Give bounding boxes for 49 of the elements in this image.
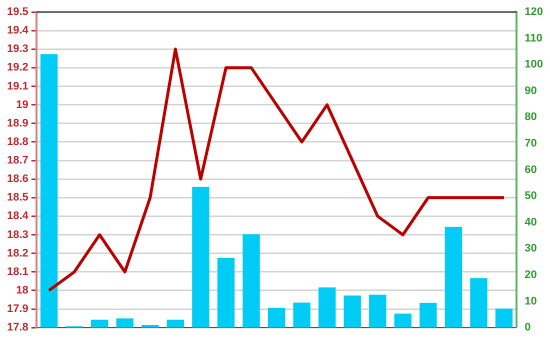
bar (369, 294, 386, 328)
y-tick-label: 18.7 (6, 154, 28, 167)
bar (293, 302, 310, 328)
y-tick-label: 19.2 (6, 62, 28, 74)
y2-tick-label: 30 (524, 242, 537, 255)
bar (217, 258, 235, 328)
bar (242, 234, 260, 328)
y-tick-label: 19 (16, 98, 28, 111)
bar (420, 302, 437, 328)
bar (192, 186, 210, 328)
y-tick-label: 18.5 (6, 192, 28, 204)
bar (40, 54, 58, 328)
bar (166, 320, 184, 328)
y-tick-label: 18.9 (6, 117, 28, 130)
y2-tick-label: 20 (524, 269, 537, 282)
y-tick-label: 18.3 (6, 228, 28, 241)
y2-tick-label: 40 (524, 216, 537, 228)
bar (495, 308, 513, 328)
bar (470, 278, 488, 328)
bar (268, 308, 286, 328)
bar (91, 320, 108, 328)
bar (394, 314, 412, 328)
y-tick-label: 18.4 (6, 210, 30, 222)
bar (318, 287, 336, 328)
bar (116, 318, 134, 328)
y-tick-label: 18.8 (6, 136, 28, 148)
y2-tick-label: 80 (524, 111, 537, 124)
y2-tick-label: 100 (524, 58, 544, 71)
y-tick-label: 18.2 (6, 247, 28, 260)
y-tick-label: 18 (16, 284, 28, 296)
y-tick-label: 19.1 (6, 80, 28, 92)
y2-tick-label: 90 (524, 84, 537, 97)
y-tick-label: 19.3 (6, 43, 28, 56)
bar (344, 296, 361, 328)
y2-tick-label: 60 (524, 164, 537, 176)
y-tick-label: 18.6 (6, 173, 28, 186)
y2-tick-label: 70 (524, 138, 537, 150)
y2-tick-label: 50 (524, 190, 537, 202)
y2-tick-label: 10 (524, 295, 537, 308)
y-tick-label: 19.5 (6, 6, 28, 18)
y-tick-label: 18.1 (6, 266, 28, 278)
y2-tick-label: 110 (524, 32, 542, 44)
y-tick-label: 17.9 (6, 303, 28, 316)
bar (444, 226, 462, 328)
y2-tick-label: 120 (524, 6, 544, 18)
y2-tick-label: 0 (524, 322, 531, 334)
bar (142, 324, 159, 328)
y-tick-label: 17.8 (6, 322, 28, 334)
y-tick-label: 19.4 (6, 24, 30, 37)
